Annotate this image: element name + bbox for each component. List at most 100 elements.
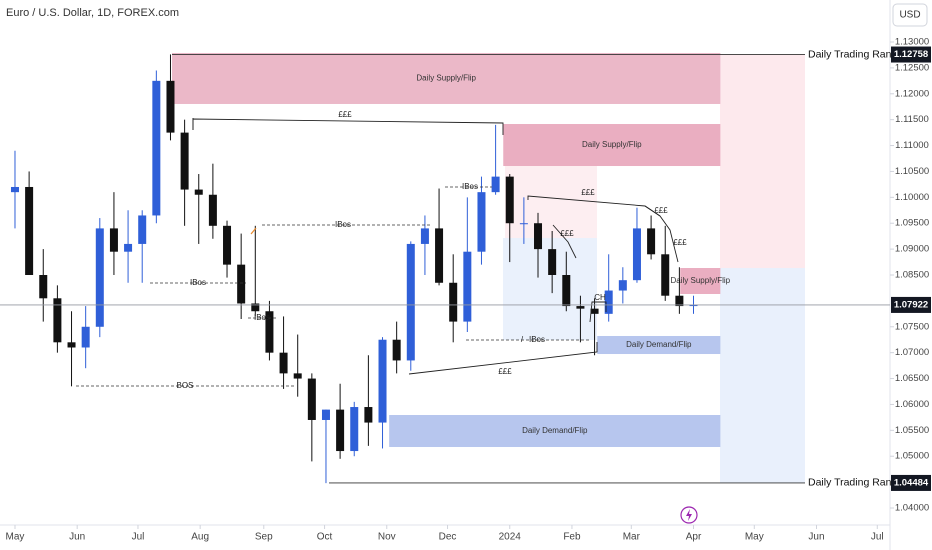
candle-body [548,249,557,275]
y-tick-label: 1.11000 [895,140,929,151]
x-tick-label: Sep [255,532,273,543]
candle-body [53,298,62,343]
candle-body [208,194,217,226]
candle-body [336,409,345,452]
candle-body [632,228,641,281]
y-tick-label: 1.07000 [895,347,929,358]
y-tick-label: 1.12000 [895,88,929,99]
candle-body [293,373,302,379]
candle-body [95,228,104,327]
chart-title: Euro / U.S. Dollar, 1D, FOREX.com [6,7,179,19]
x-tick-label: Oct [317,532,333,543]
y-tick-label: 1.06000 [895,399,929,410]
candle-body [647,228,656,255]
y-tick-label: 1.10500 [895,166,929,177]
annotation: £££ [581,188,595,197]
annotation: IBos [190,278,206,287]
candle-body [378,339,387,423]
annotation: £££ [560,229,574,238]
range-label: Daily Trading Range [808,477,903,489]
projection-up [720,54,805,268]
trend-line [552,224,577,259]
currency-button[interactable] [892,3,928,27]
y-tick-label: 1.04000 [895,503,929,514]
orange-mark [250,227,257,235]
annotation: IBos [462,182,478,191]
candle-body [67,342,76,348]
candle-body [618,280,627,291]
candle-body [505,176,514,224]
candle-body [392,339,401,361]
y-tick-label: 1.08500 [895,270,929,281]
x-tick-label: Jun [808,532,824,543]
candle-body [675,295,684,307]
y-tick-label: 1.10000 [895,192,929,203]
annotation: / [521,335,524,344]
candle-body [279,352,288,374]
annotation: IBos [335,220,351,229]
y-tick-label: 1.07500 [895,321,929,332]
candle-body [449,282,458,322]
candle-body [463,251,472,322]
annotation: £££ [498,367,512,376]
range-value: 1.12758 [894,49,928,60]
candle-body [562,275,571,307]
y-tick-label: 1.12500 [895,62,929,73]
range-box [891,46,931,63]
trend-line [192,118,504,135]
y-tick-label: 1.05500 [895,425,929,436]
trend-line [589,301,607,323]
candle-body [152,80,161,216]
annotation: IBos [529,335,545,344]
candle-body [166,80,175,133]
candle-body [350,407,359,452]
candle-body [435,228,444,283]
zone [172,52,721,104]
zone-label: Daily Demand/Flip [626,340,692,349]
candle-body [576,306,585,309]
y-tick-label: 1.05000 [895,451,929,462]
x-tick-label: May [6,532,25,543]
annotations: £££ IBos IBos IBos IBos IBos BOS £££ £££… [76,110,687,390]
zone [597,335,721,355]
x-tick-label: 2024 [499,532,522,543]
candle-body [491,176,500,193]
currency-label[interactable]: USD [899,10,920,21]
x-tick-label: May [745,532,764,543]
candle-body [477,192,486,252]
candle-body [321,409,330,420]
candle-body [519,223,528,225]
candle-body [251,303,260,312]
zone-label: Daily Supply/Flip [416,74,476,83]
zone [680,268,721,295]
range-value: 1.04484 [894,477,929,488]
y-tick-label: 1.13000 [895,37,929,48]
zone-label: Daily Supply/Flip [582,140,642,149]
candle-body [237,264,246,304]
y-tick-label: 1.09000 [895,244,929,255]
annotation: £££ [673,238,687,247]
candle-body [81,326,90,348]
candle-body [10,186,19,193]
candle-body [109,228,118,252]
x-tick-label: Jun [69,532,85,543]
x-tick-label: Mar [623,532,641,543]
candle-body [590,308,599,314]
candle-body [534,223,543,250]
x-tick-label: Jul [871,532,884,543]
candle-body [661,254,670,296]
candle-body [265,311,274,353]
zone [503,124,721,167]
x-tick-label: Dec [439,532,457,543]
candle-body [223,225,232,265]
zone-label: Daily Supply/Flip [671,276,731,285]
candle-body [138,215,147,244]
y-tick-label: 1.11500 [895,114,929,125]
candle-body [364,407,373,423]
candle-body [194,189,203,195]
x-tick-label: Apr [686,532,702,543]
x-tick-label: Jul [132,532,145,543]
x-tick-label: Aug [191,532,209,543]
candle-body [39,275,48,299]
candle-body [420,228,429,244]
